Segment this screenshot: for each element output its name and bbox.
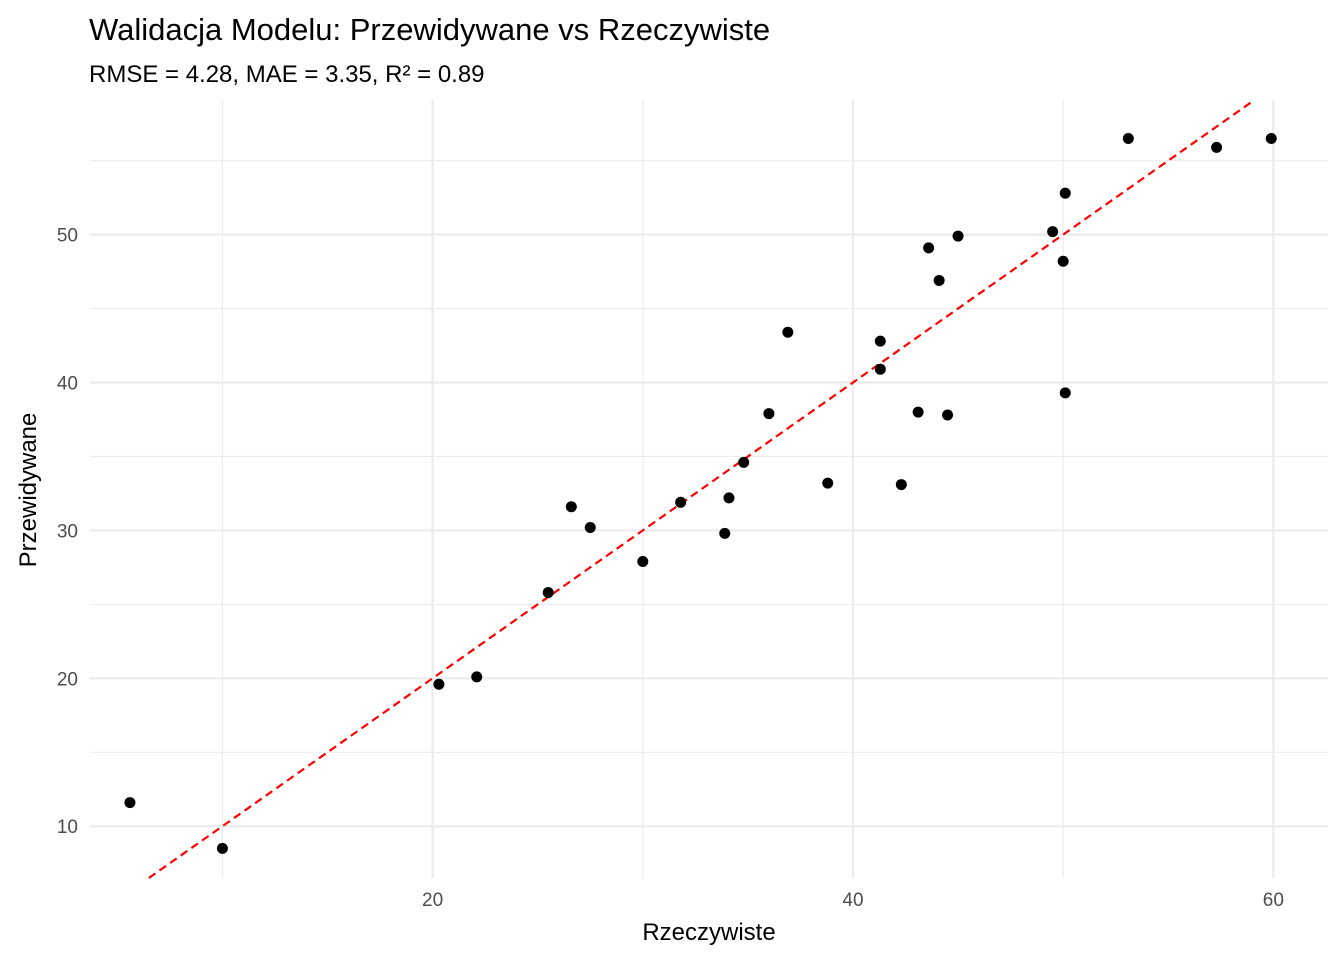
data-point <box>723 492 735 504</box>
data-point <box>433 678 445 690</box>
y-axis-ticks: 10 20 30 40 50 <box>57 226 78 839</box>
data-point <box>542 587 554 599</box>
data-point <box>584 521 596 533</box>
y-tick-label: 50 <box>57 226 78 247</box>
data-point <box>1265 132 1277 144</box>
data-point <box>874 363 886 375</box>
y-tick-label: 20 <box>57 669 78 690</box>
data-point <box>471 671 483 683</box>
reference-line-group <box>148 99 1256 879</box>
data-point <box>933 274 945 286</box>
data-point <box>565 501 577 513</box>
data-point <box>738 456 750 468</box>
y-tick-label: 30 <box>57 521 78 542</box>
x-tick-label: 20 <box>422 890 443 911</box>
data-point <box>895 479 907 491</box>
x-axis-ticks: 20 40 60 <box>422 890 1284 911</box>
x-tick-label: 40 <box>842 890 863 911</box>
data-point <box>822 477 834 489</box>
x-tick-label: 60 <box>1263 890 1284 911</box>
data-point <box>637 555 649 567</box>
data-point <box>912 406 924 418</box>
x-axis-title: Rzeczywiste <box>642 919 775 946</box>
y-tick-label: 40 <box>57 374 78 395</box>
data-point <box>952 230 964 242</box>
data-point <box>1211 141 1223 153</box>
reference-line <box>148 99 1256 879</box>
data-point <box>782 326 794 338</box>
data-points <box>124 132 1277 854</box>
y-tick-label: 10 <box>57 817 78 838</box>
chart-subtitle: RMSE = 4.28, MAE = 3.35, R² = 0.89 <box>89 61 485 88</box>
data-point <box>874 335 886 347</box>
data-point <box>923 242 935 254</box>
data-point <box>1059 187 1071 199</box>
data-point <box>942 409 954 421</box>
data-point <box>1122 132 1134 144</box>
data-point <box>124 797 136 809</box>
data-point <box>719 527 731 539</box>
data-point <box>763 408 775 420</box>
grid-lines <box>90 100 1328 878</box>
chart-title: Walidacja Modelu: Przewidywane vs Rzeczy… <box>89 12 770 47</box>
data-point <box>216 842 228 854</box>
data-point <box>1057 255 1069 267</box>
y-axis-title: Przewidywane <box>15 413 42 568</box>
data-point <box>675 496 687 508</box>
data-point <box>1059 387 1071 399</box>
data-point <box>1047 226 1059 238</box>
